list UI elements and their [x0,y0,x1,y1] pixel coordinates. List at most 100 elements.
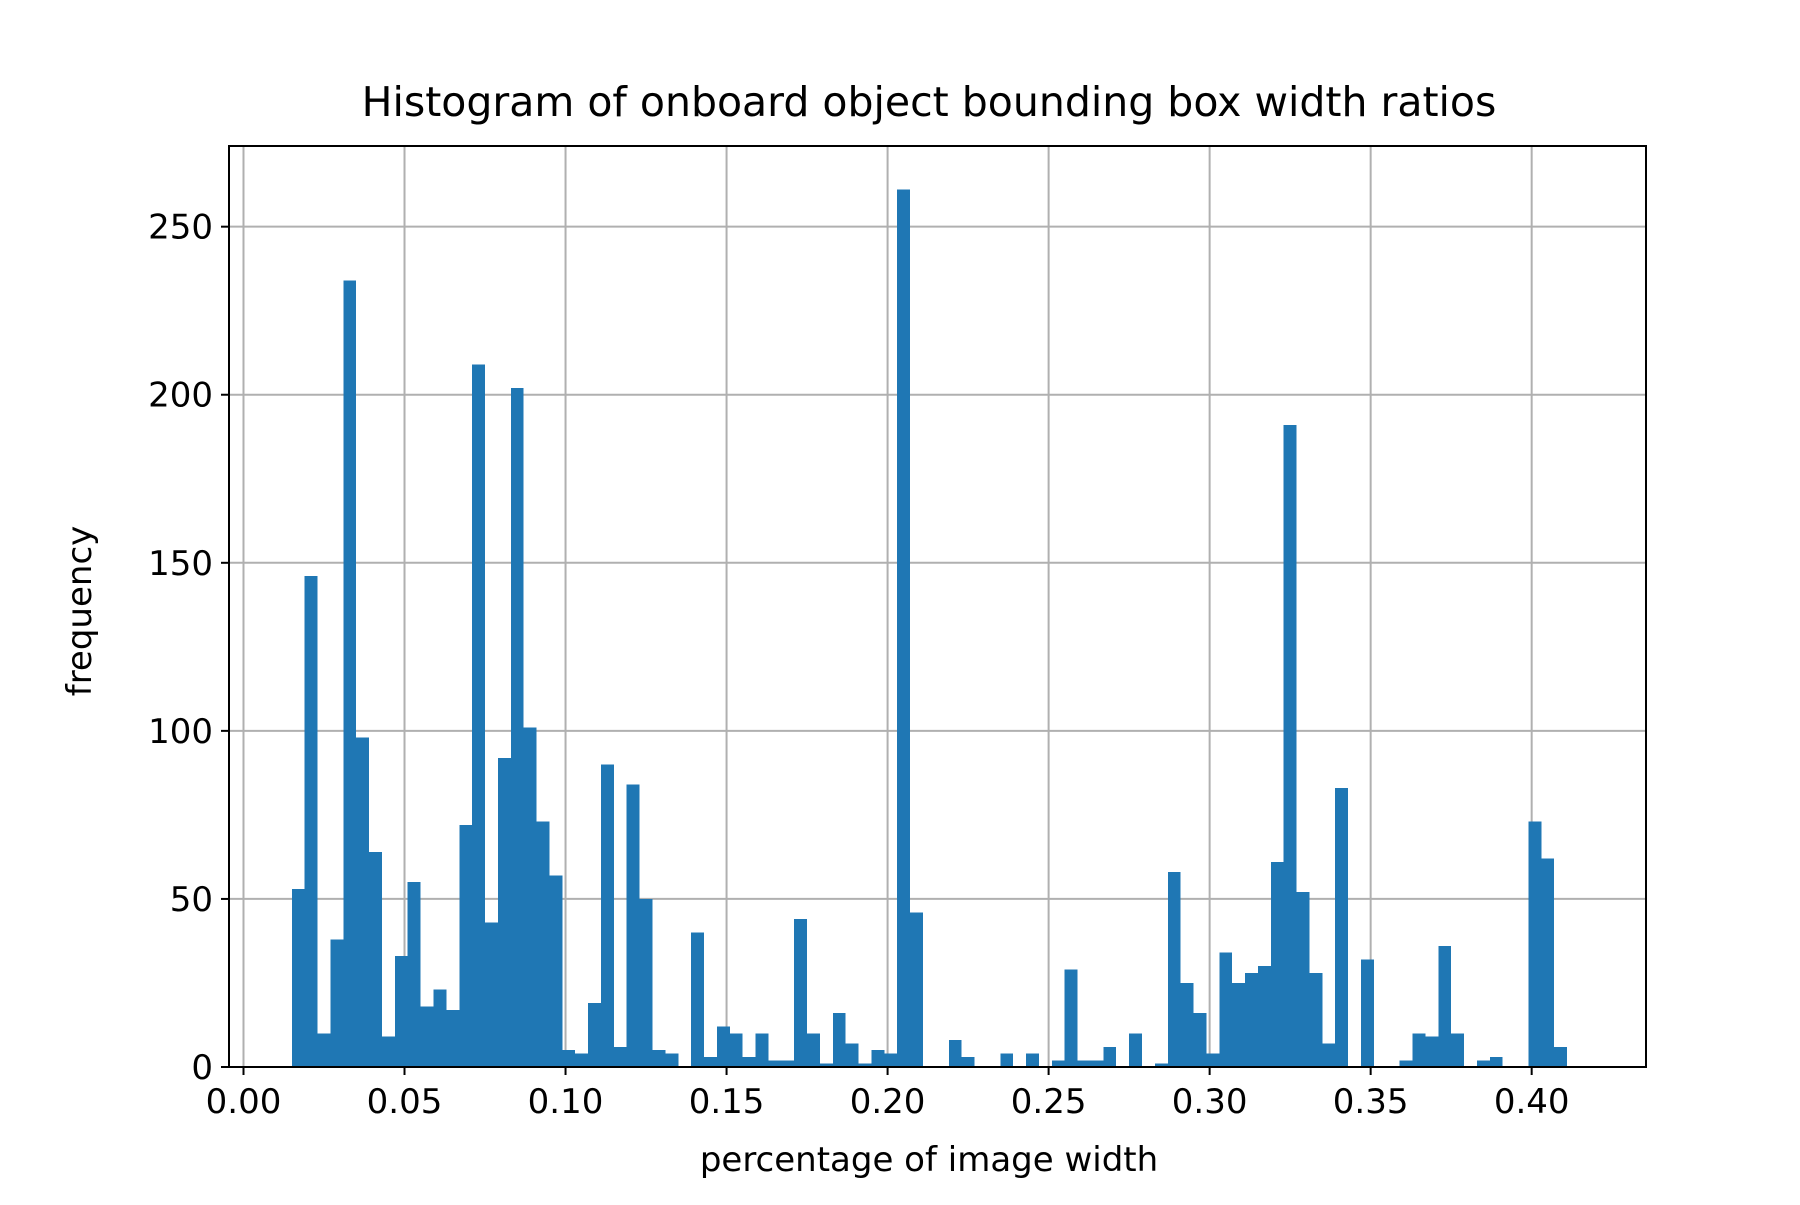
histogram-bar [1026,1053,1039,1067]
histogram-bar [1077,1060,1091,1067]
histogram-bar [1051,1060,1065,1067]
histogram-bar [716,1026,730,1067]
histogram-bar [948,1040,962,1067]
histogram-bar [369,851,382,1067]
histogram-bar [1335,788,1349,1067]
histogram-bar [1167,872,1181,1067]
histogram-bar [768,1060,782,1067]
x-tick-label: 0.40 [1494,1082,1570,1122]
y-tick-label: 0 [191,1048,213,1088]
y-tick-label: 100 [148,712,213,752]
x-tick-label: 0.00 [206,1082,282,1122]
histogram-bar [1412,1033,1426,1067]
histogram-bar [1193,1013,1207,1067]
histogram-bar [1206,1053,1220,1067]
histogram-bar [446,1009,460,1067]
histogram-bar [1554,1046,1568,1067]
y-axis-label: frequency [60,526,100,697]
x-tick-label: 0.15 [689,1082,765,1122]
histogram-bar [613,1046,627,1067]
histogram-bar [575,1053,589,1067]
histogram-bar [562,1050,576,1067]
histogram-bar [394,956,408,1067]
histogram-bar [1309,972,1323,1067]
histogram-bar [858,1063,872,1067]
histogram-bar [330,939,344,1067]
histogram-bar [317,1033,331,1067]
histogram-bar [665,1053,679,1067]
y-tick-label: 150 [148,544,213,584]
histogram-bar [459,824,473,1067]
histogram-bar [1528,821,1542,1067]
histogram-bar [1245,972,1258,1067]
x-axis-ticks: 0.00 0.05 0.10 0.15 0.20 0.25 0.30 0.35 0.40 [206,1067,1570,1122]
histogram-bar [1425,1036,1439,1067]
histogram-bar [742,1056,756,1067]
histogram-bar [729,1033,743,1067]
x-tick-label: 0.35 [1333,1082,1409,1122]
histogram-bars [291,189,1568,1068]
histogram-bar [1000,1053,1014,1067]
histogram-bar [1270,861,1284,1067]
histogram-bar [472,364,486,1067]
histogram-bar [1064,969,1078,1067]
histogram-bar [1296,892,1310,1067]
x-tick-label: 0.10 [528,1082,604,1122]
histogram-bar [910,912,924,1067]
histogram-bar [549,875,563,1067]
histogram-bar [1399,1060,1413,1067]
histogram-bar [1283,424,1297,1068]
histogram-bar [704,1056,717,1067]
histogram-bar [639,898,653,1067]
histogram-bar [691,932,705,1067]
histogram-bar [845,1043,859,1067]
histogram-bar [1090,1060,1104,1067]
chart-title: Histogram of onboard object bounding box… [362,78,1497,126]
histogram-bar [884,1053,898,1067]
histogram-bar [1129,1033,1142,1067]
histogram-bar [523,727,537,1067]
histogram-bar [497,757,511,1067]
x-tick-label: 0.05 [367,1082,443,1122]
histogram-bar [600,764,614,1067]
histogram-bar [832,1013,846,1067]
x-tick-label: 0.30 [1172,1082,1248,1122]
histogram-bar [291,888,305,1067]
x-axis-label: percentage of image width [700,1140,1158,1180]
histogram-bar [485,922,498,1067]
histogram-bar [1180,982,1194,1067]
plot-frame [228,145,1647,1068]
histogram-bar [304,576,318,1067]
histogram-bar [1232,982,1246,1067]
histogram-bar [897,189,911,1067]
histogram-bar [652,1050,666,1067]
histogram-bar [420,1006,434,1067]
histogram-bar [510,388,524,1067]
histogram-bar [356,737,370,1067]
histogram-bar [1103,1046,1117,1067]
histogram-bar [626,784,640,1067]
histogram-bar [1451,1033,1465,1067]
histogram-bar [961,1056,975,1067]
histogram-bar [1322,1043,1336,1067]
histogram-bar [781,1060,795,1067]
x-tick-label: 0.25 [1011,1082,1087,1122]
histogram-bar [536,821,550,1067]
histogram-bar [1154,1063,1168,1067]
y-tick-label: 250 [148,208,213,248]
histogram-bar [1219,952,1233,1067]
histogram-bar [794,919,808,1067]
y-tick-label: 200 [148,376,213,416]
histogram-bar [1438,945,1452,1067]
y-axis-ticks: 0 50 100 150 200 250 [148,208,229,1088]
histogram-bar [1257,966,1271,1067]
histogram-bar [381,1036,395,1067]
histogram-bar [343,280,357,1068]
histogram-bar [1541,858,1555,1067]
histogram-bar [807,1033,820,1067]
x-tick-label: 0.20 [850,1082,926,1122]
histogram-bar [1476,1060,1490,1067]
histogram-bar [1360,959,1374,1067]
